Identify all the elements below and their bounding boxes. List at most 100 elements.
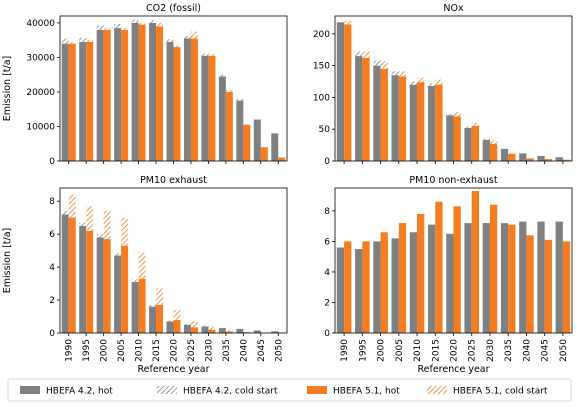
ytick-label-pm10-exhaust-3: 6 xyxy=(49,230,55,240)
xtick-label-pm10-exhaust-2000: 2000 xyxy=(100,339,110,362)
bar-pm10-exhaust-1995-hbefa51-hot xyxy=(86,230,94,333)
xtick-label-pm10-non-exhaust-2045: 2045 xyxy=(541,339,551,362)
bar-nox-1990-hbefa51-cold xyxy=(344,21,352,25)
xtick-label-pm10-exhaust-2045: 2045 xyxy=(257,339,267,362)
bar-pm10-non-exhaust-1995-hbefa51-hot xyxy=(362,241,370,333)
bar-nox-2020-hbefa42-cold xyxy=(446,113,454,116)
legend-swatch-hbefa-4-2-hot xyxy=(20,386,40,394)
xtick-label-pm10-non-exhaust-2050: 2050 xyxy=(559,339,569,362)
bar-nox-2005-hbefa42-hot xyxy=(391,75,399,161)
subplot-nox: 0 50 100 150 200 NOx xyxy=(313,3,573,167)
subplot-title-pm10-exhaust: PM10 exhaust xyxy=(140,175,207,186)
bar-pm10-non-exhaust-2015-hbefa42-hot xyxy=(427,224,436,333)
ytick-label-co2-fossil-0: 0 xyxy=(49,157,55,167)
xtick-label-pm10-non-exhaust-2000: 2000 xyxy=(377,339,387,362)
xtick-label-pm10-exhaust-2020: 2020 xyxy=(170,339,180,362)
bar-nox-2000-hbefa42-hot xyxy=(373,65,381,161)
subplot-title-pm10-non-exhaust: PM10 non-exhaust xyxy=(409,175,497,186)
xtick-label-pm10-exhaust-1990: 1990 xyxy=(65,339,75,362)
bar-pm10-exhaust-1990-hbefa51-hot xyxy=(68,217,76,333)
xtick-label-pm10-non-exhaust-2025: 2025 xyxy=(468,339,478,362)
bar-pm10-non-exhaust-2050-hbefa42-hot xyxy=(555,221,563,333)
subplot-co2-fossil: 0 10000 20000 30000 40000 CO2 (fossil) Emissio… xyxy=(2,3,288,167)
bar-pm10-exhaust-2035-hbefa51-cold xyxy=(225,329,233,332)
ytick-label-pm10-non-exhaust-1: 2 xyxy=(324,298,330,308)
ytick-label-pm10-exhaust-0: 0 xyxy=(49,329,55,339)
bar-co2-fossil-2010-hbefa51-hot xyxy=(138,24,146,162)
bar-nox-2010-hbefa42-hot xyxy=(409,84,418,161)
xtick-label-pm10-non-exhaust-2030: 2030 xyxy=(486,339,496,362)
bar-pm10-exhaust-2025-hbefa51-hot xyxy=(190,327,198,333)
bar-nox-2020-hbefa51-hot xyxy=(453,116,461,161)
xtick-label-pm10-exhaust-2015: 2015 xyxy=(152,339,162,362)
bar-co2-fossil-2050-hbefa42-hot xyxy=(271,133,279,161)
bar-nox-1995-hbefa42-hot xyxy=(355,56,363,161)
legend-label-hbefa-4-2-hot: HBEFA 4.2, hot xyxy=(46,387,113,397)
bar-co2-fossil-2045-hbefa42-hot xyxy=(253,119,261,161)
ylabel-pm10-exhaust: Emission [t/a] xyxy=(2,228,13,293)
xtick-label-pm10-non-exhaust-2040: 2040 xyxy=(522,339,532,362)
bar-co2-fossil-2000-hbefa42-hot xyxy=(96,29,104,161)
bar-pm10-non-exhaust-2020-hbefa42-hot xyxy=(446,233,454,333)
bar-co2-fossil-2020-hbefa42-hot xyxy=(166,41,174,162)
ytick-label-nox-4: 200 xyxy=(313,30,330,40)
bar-co2-fossil-2020-hbefa42-cold xyxy=(166,39,174,42)
xtick-label-pm10-non-exhaust-2035: 2035 xyxy=(504,339,514,362)
bar-pm10-exhaust-2000-hbefa42-cold xyxy=(96,234,104,238)
bar-pm10-non-exhaust-2045-hbefa42-hot xyxy=(537,221,545,333)
bar-co2-fossil-2005-hbefa42-hot xyxy=(114,28,122,162)
xtick-label-pm10-exhaust-2025: 2025 xyxy=(187,339,197,362)
bar-pm10-exhaust-2015-hbefa51-cold xyxy=(156,288,164,305)
bar-pm10-exhaust-2020-hbefa51-hot xyxy=(173,319,181,333)
bar-co2-fossil-2030-hbefa42-hot xyxy=(201,55,209,162)
bar-co2-fossil-2015-hbefa51-cold xyxy=(156,22,164,27)
subplot-title-co2-fossil: CO2 (fossil) xyxy=(146,3,201,14)
bar-nox-2010-hbefa51-cold xyxy=(417,77,425,83)
bar-pm10-exhaust-2010-hbefa51-hot xyxy=(138,278,146,333)
ytick-label-co2-fossil-3: 30000 xyxy=(26,53,55,63)
xtick-label-pm10-exhaust-2010: 2010 xyxy=(135,339,145,362)
bar-nox-2035-hbefa51-hot xyxy=(508,154,516,161)
bar-nox-2015-hbefa42-hot xyxy=(427,85,436,161)
bar-nox-1990-hbefa51-hot xyxy=(344,24,352,161)
bar-co2-fossil-2025-hbefa42-cold xyxy=(183,36,191,39)
bar-pm10-non-exhaust-2025-hbefa42-hot xyxy=(464,223,472,333)
bar-co2-fossil-2000-hbefa51-cold xyxy=(103,28,111,30)
ytick-label-nox-2: 100 xyxy=(313,93,330,103)
bar-pm10-exhaust-1995-hbefa42-cold xyxy=(79,222,87,226)
ytick-label-pm10-non-exhaust-4: 8 xyxy=(324,207,330,217)
bar-co2-fossil-2035-hbefa42-hot xyxy=(218,76,226,161)
bar-pm10-exhaust-2045-hbefa42-hot xyxy=(253,330,261,333)
bar-pm10-exhaust-2005-hbefa51-cold xyxy=(121,217,129,246)
bar-pm10-non-exhaust-2045-hbefa51-hot xyxy=(544,239,552,333)
bar-co2-fossil-2040-hbefa42-hot xyxy=(236,100,244,161)
axes-frame-nox xyxy=(334,15,573,162)
bar-pm10-non-exhaust-2005-hbefa51-hot xyxy=(398,223,407,333)
bar-co2-fossil-1995-hbefa51-hot xyxy=(86,41,94,162)
bar-nox-2030-hbefa51-cold xyxy=(489,140,498,144)
bar-pm10-non-exhaust-2035-hbefa51-hot xyxy=(508,224,516,333)
bar-pm10-exhaust-2025-hbefa42-hot xyxy=(183,324,191,333)
bar-nox-2040-hbefa51-hot xyxy=(526,158,534,161)
bar-nox-2030-hbefa42-cold xyxy=(482,138,490,141)
bar-pm10-exhaust-1990-hbefa51-cold xyxy=(68,194,76,218)
bar-co2-fossil-1990-hbefa42-hot xyxy=(61,43,69,161)
bar-pm10-exhaust-1995-hbefa42-hot xyxy=(79,225,87,333)
bar-nox-2045-hbefa42-hot xyxy=(537,155,545,161)
bar-pm10-exhaust-2040-hbefa51-hot xyxy=(243,332,251,333)
bar-nox-2035-hbefa51-cold xyxy=(508,152,516,155)
bar-co2-fossil-2020-hbefa51-cold xyxy=(173,45,181,48)
bar-pm10-non-exhaust-2020-hbefa51-hot xyxy=(453,206,461,333)
bar-pm10-exhaust-2015-hbefa51-hot xyxy=(156,304,164,333)
xtick-label-pm10-non-exhaust-2020: 2020 xyxy=(450,339,460,362)
bar-pm10-exhaust-2030-hbefa42-cold xyxy=(201,325,209,327)
bar-pm10-exhaust-2020-hbefa51-cold xyxy=(173,309,181,320)
bar-pm10-exhaust-2030-hbefa51-hot xyxy=(208,329,216,333)
bar-co2-fossil-2010-hbefa51-cold xyxy=(138,22,146,25)
bar-co2-fossil-2050-hbefa51-hot xyxy=(278,157,286,161)
axes-frame-pm10-non-exhaust xyxy=(334,187,573,334)
bar-pm10-exhaust-2000-hbefa51-hot xyxy=(103,239,111,333)
bar-co2-fossil-2015-hbefa42-cold xyxy=(149,20,157,23)
